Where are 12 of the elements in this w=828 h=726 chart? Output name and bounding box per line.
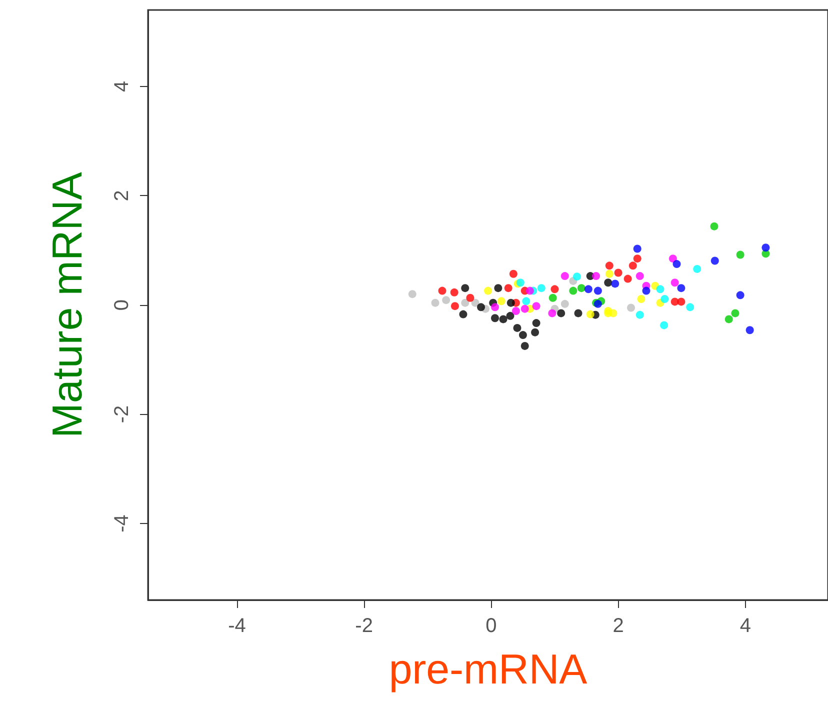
y-tick-label: 0 (111, 299, 133, 311)
y-axis-title: Mature mRNA (44, 172, 90, 438)
x-tick-label: 2 (612, 615, 624, 637)
y-tick-label: -4 (111, 514, 133, 532)
x-tick-label: -4 (228, 615, 246, 637)
x-axis-title: pre-mRNA (388, 646, 588, 692)
y-tick-label: -2 (111, 405, 133, 424)
x-tick-label: -2 (355, 615, 373, 637)
x-tick-label: 4 (740, 615, 751, 637)
y-tick-label: 4 (111, 80, 133, 92)
x-tick-label: 0 (486, 615, 497, 637)
y-tick-label: 2 (111, 190, 133, 202)
